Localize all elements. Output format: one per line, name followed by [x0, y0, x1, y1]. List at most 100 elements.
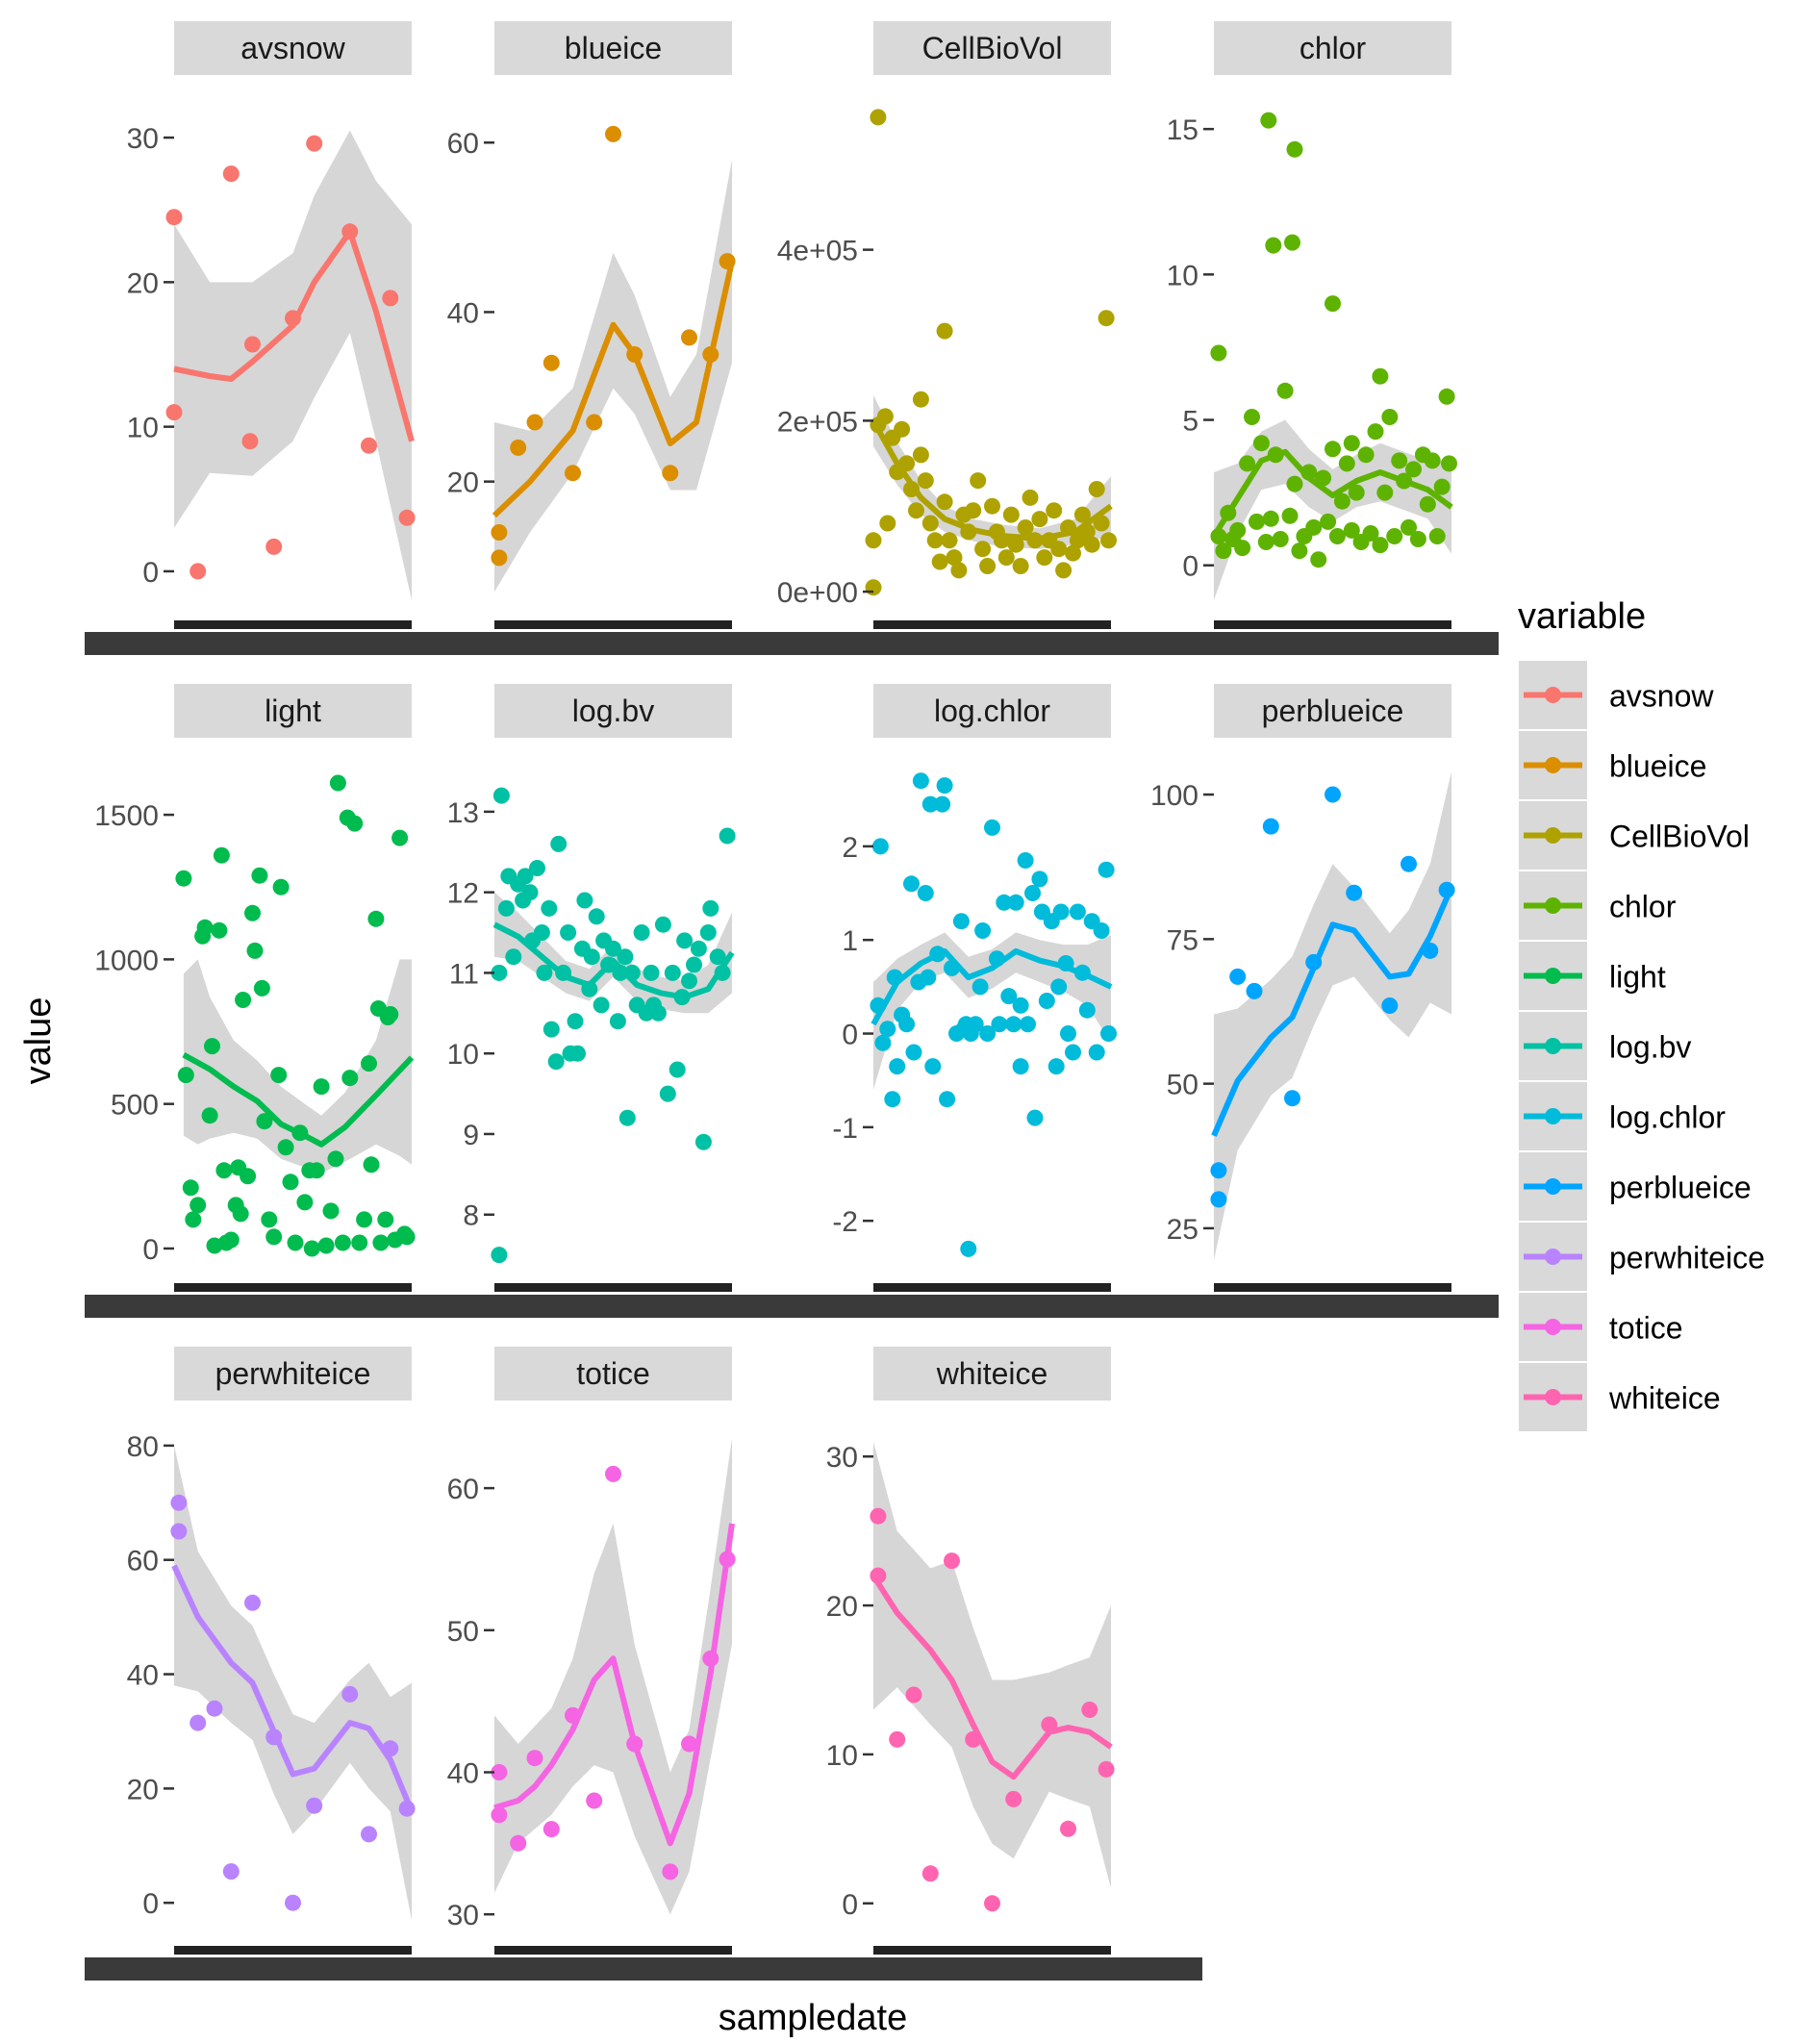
data-point [1055, 562, 1073, 579]
data-point [921, 795, 939, 813]
legend-label-perblueice: perblueice [1609, 1171, 1752, 1205]
panel-chlor: chlor 0 5 10 15 [1167, 21, 1457, 629]
data-point [1343, 521, 1360, 539]
data-point [1022, 489, 1039, 506]
data-point [1046, 502, 1063, 519]
strip-CellBioVol [873, 21, 1111, 75]
confidence-band [1214, 771, 1451, 1260]
panel-light: light 0 500 1000 1500 [94, 684, 416, 1292]
legend-point [1545, 757, 1561, 773]
data-point [654, 916, 671, 933]
data-point [382, 1006, 399, 1022]
y-tick-label: 30 [447, 1900, 479, 1931]
data-point [1409, 531, 1426, 547]
data-point [377, 1211, 394, 1228]
data-point [1310, 551, 1327, 568]
data-point [372, 1234, 390, 1251]
data-point [997, 549, 1015, 567]
facet-panels: avsnow0102030blueice204060CellBioVol0e+0… [85, 21, 1499, 1981]
panel-background-CellBioVol [873, 109, 1111, 600]
data-point [341, 1685, 359, 1703]
data-point [952, 913, 970, 930]
data-point [356, 1211, 373, 1228]
data-point [1265, 237, 1282, 254]
data-point [287, 1234, 304, 1251]
data-point [871, 838, 889, 855]
y-tick-label: 10 [826, 1740, 858, 1772]
legend-point [1545, 1038, 1561, 1054]
y-tick-label: 15 [1167, 114, 1199, 146]
data-point [1036, 549, 1053, 567]
y-tick-label: 10 [127, 413, 159, 444]
confidence-band [494, 159, 732, 593]
strip-perwhiteice [174, 1347, 412, 1401]
data-point [341, 1070, 359, 1087]
data-point [1272, 531, 1289, 547]
data-point [965, 502, 982, 519]
y-tick-label: 60 [447, 128, 479, 160]
data-point [605, 1465, 621, 1482]
panel-background-perwhiteice [174, 1434, 412, 1926]
data-point [974, 922, 992, 939]
data-point [1083, 536, 1100, 553]
strip-label-perwhiteice: perwhiteice [215, 1356, 371, 1391]
data-point [991, 1016, 1008, 1033]
data-point [261, 1211, 278, 1228]
data-point [1052, 903, 1070, 921]
data-point [296, 1194, 314, 1211]
data-point [536, 964, 553, 981]
y-tick-label: 500 [111, 1090, 159, 1122]
panel-avsnow: avsnow 0 10 20 30 [127, 21, 416, 629]
data-point [361, 437, 377, 454]
y-tick-label: 0e+00 [777, 577, 858, 609]
data-point [1320, 513, 1337, 530]
y-tick-label: 1500 [94, 800, 159, 832]
y-tick-label: 25 [1167, 1214, 1199, 1246]
data-point [334, 1234, 351, 1251]
data-point [1210, 344, 1227, 362]
data-point [664, 964, 681, 981]
data-point [1002, 506, 1020, 523]
data-point [617, 948, 634, 966]
data-point [327, 1150, 344, 1168]
legend: variable avsnow blueice CellBioVol chlor lig… [1517, 596, 1765, 1433]
data-point [719, 827, 736, 845]
data-point [211, 921, 228, 939]
data-point [1367, 423, 1384, 441]
data-point [1234, 540, 1251, 557]
data-point [175, 870, 192, 887]
data-point [1281, 507, 1299, 524]
data-point [1031, 511, 1048, 528]
data-point [510, 439, 527, 456]
data-point [491, 1764, 508, 1780]
data-point [879, 1021, 896, 1038]
data-point [1020, 1016, 1036, 1033]
y-tick-label: 60 [127, 1546, 159, 1577]
y-tick-label: 0 [1182, 551, 1199, 583]
data-point [215, 1162, 233, 1179]
y-tick-label: 100 [1150, 780, 1199, 812]
data-point [491, 1247, 508, 1264]
data-point [681, 1735, 697, 1753]
data-point [398, 1228, 416, 1246]
y-tick-label: 20 [447, 467, 479, 499]
data-point [1381, 997, 1399, 1014]
data-point [265, 538, 283, 555]
data-point [884, 1091, 901, 1108]
data-point [960, 1240, 977, 1257]
strip-label-perblueice: perblueice [1262, 694, 1404, 728]
data-point [543, 354, 560, 371]
data-point [1081, 1702, 1098, 1718]
data-point [984, 497, 1000, 515]
data-point [346, 815, 364, 832]
data-point [240, 1168, 257, 1185]
strip-label-light: light [265, 694, 321, 728]
x-axis-ticks [494, 1283, 732, 1292]
panel-background-blueice [494, 109, 732, 600]
y-tick-label: 0 [142, 1234, 159, 1266]
legend-point [1545, 1319, 1561, 1335]
data-point [1239, 455, 1256, 472]
data-point [251, 867, 268, 884]
data-point [201, 1107, 218, 1124]
data-point [921, 1865, 939, 1882]
